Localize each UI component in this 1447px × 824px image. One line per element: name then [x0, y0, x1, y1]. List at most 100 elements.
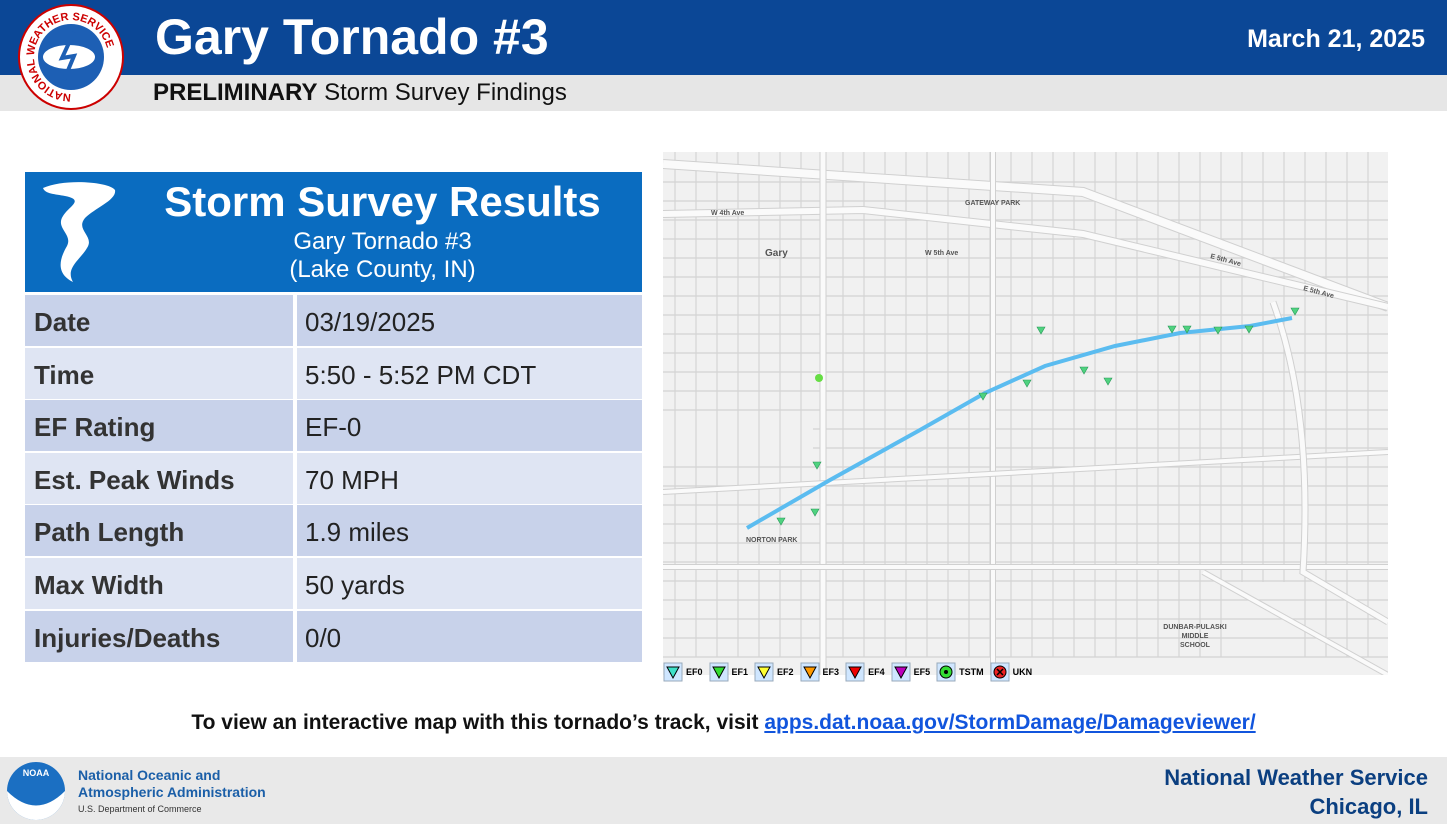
map-label: MIDDLE: [1182, 633, 1209, 640]
map-label: NORTON PARK: [746, 537, 797, 544]
legend-symbol: [891, 662, 911, 682]
date: March 21, 2025: [1247, 25, 1425, 53]
damage-point: [812, 461, 822, 470]
noaa-name: National Oceanic and Atmospheric Administ…: [78, 767, 266, 818]
damage-point: [810, 508, 820, 517]
damage-point: [1022, 379, 1032, 388]
row-label: Date: [25, 295, 293, 346]
tornado-icon: [43, 182, 116, 282]
table-row: Est. Peak Winds 70 MPH: [25, 452, 642, 504]
row-value: EF-0: [297, 400, 642, 452]
header-bar: [0, 0, 1447, 75]
table-row: Max Width 50 yards: [25, 558, 642, 609]
row-label: Path Length: [25, 505, 293, 557]
legend-triangle: [711, 666, 726, 680]
results-title: Storm Survey Results: [164, 178, 601, 225]
legend-label: TSTM: [959, 667, 984, 677]
row-value: 50 yards: [297, 558, 642, 609]
legend-item: TSTM: [936, 662, 984, 682]
noaa-line1: National Oceanic and: [78, 767, 221, 783]
legend-triangle: [893, 666, 908, 680]
damage-point: [1167, 325, 1177, 334]
office-name: National Weather Service: [1164, 765, 1428, 790]
map-label: GATEWAY PARK: [965, 200, 1020, 207]
legend-inner: [944, 670, 949, 674]
legend-triangle: [802, 666, 817, 680]
road: [1270, 301, 1388, 625]
legend-label: EF1: [731, 667, 749, 677]
row-label: EF Rating: [25, 400, 293, 452]
results-header: [25, 172, 642, 292]
results-name: Gary Tornado #3: [293, 228, 472, 255]
subheader-bar: [0, 75, 1447, 111]
noaa-logo: NOAA: [7, 762, 65, 820]
row-label: Time: [25, 347, 293, 399]
map-label: W 4th Ave: [711, 210, 744, 217]
subtitle: PRELIMINARY Storm Survey Findings: [153, 79, 567, 107]
title: Gary Tornado #3: [155, 9, 549, 65]
legend-symbol: [663, 662, 683, 682]
damage-point: [1079, 366, 1089, 375]
damage-point: [1036, 326, 1046, 335]
legend-label: EF4: [868, 667, 885, 677]
row-value: 0/0: [297, 610, 642, 662]
table-row: Path Length 1.9 miles: [25, 505, 642, 557]
subtitle-bold: PRELIMINARY: [153, 79, 318, 106]
subtitle-text: Storm Survey Findings: [324, 79, 567, 106]
link[interactable]: apps.dat.noaa.gov/StormDamage/Damageview…: [764, 711, 1256, 734]
map-label: W 5th Ave: [925, 250, 958, 257]
legend-triangle: [666, 666, 680, 680]
legend-item: EF4: [845, 662, 885, 682]
legend-item: EF1: [709, 662, 749, 682]
legend-label: EF3: [822, 667, 840, 677]
row-value: 70 MPH: [297, 452, 642, 504]
table-row: Injuries/Deaths 0/0: [25, 610, 642, 662]
damage-point: [978, 392, 988, 401]
legend-label: EF0: [686, 667, 703, 677]
visit-text: To view an interactive map with this tor…: [191, 711, 759, 734]
legend-item: EF3: [800, 662, 840, 682]
legend-symbol: [845, 662, 865, 682]
legend-label: UKN: [1012, 667, 1033, 677]
row-label: Est. Peak Winds: [25, 452, 293, 504]
results-titles: Storm Survey Results Gary Tornado #3 (La…: [130, 178, 635, 284]
legend-symbol: [800, 662, 820, 682]
road: [1202, 570, 1388, 675]
results-county: (Lake County, IN): [289, 256, 476, 283]
visit-line: To view an interactive map with this tor…: [0, 711, 1447, 735]
legend-triangle: [848, 666, 862, 680]
row-value: 1.9 miles: [297, 505, 642, 557]
office-city: Chicago, IL: [1309, 794, 1428, 819]
legend-label: EF2: [777, 667, 794, 677]
legend-triangle: [757, 666, 771, 680]
damage-point: [1103, 377, 1113, 386]
legend-label: EF5: [913, 667, 931, 677]
map-label: SCHOOL: [1180, 642, 1211, 649]
noaa-line2: Atmospheric Administration: [78, 784, 266, 800]
damage-point: [1290, 307, 1300, 316]
road: [663, 206, 1388, 310]
table-row: Date 03/19/2025: [25, 295, 642, 346]
table-row: EF Rating EF-0: [25, 400, 642, 452]
legend-item: EF5: [891, 662, 931, 682]
legend-item: EF0: [663, 662, 703, 682]
row-label: Max Width: [25, 558, 293, 609]
footer-bar: [0, 757, 1447, 824]
table-row: Time 5:50 - 5:52 PM CDT: [25, 347, 642, 399]
road: [663, 450, 1388, 494]
map-label: DUNBAR-PULASKI: [1163, 624, 1226, 631]
row-label: Injuries/Deaths: [25, 610, 293, 662]
road: [663, 160, 1388, 311]
row-value: 03/19/2025: [297, 295, 642, 346]
row-value: 5:50 - 5:52 PM CDT: [297, 347, 642, 399]
office: National Weather Service Chicago, IL: [1164, 763, 1428, 821]
damage-point: [776, 517, 786, 526]
legend-symbol: [754, 662, 774, 682]
damage-point: [1244, 325, 1254, 334]
noaa-logo-text: NOAA: [23, 768, 50, 778]
nws-logo: NATIONAL WEATHER SERVICE: [18, 4, 124, 110]
damage-point: [1182, 325, 1192, 334]
legend-symbol: [936, 662, 956, 682]
legend-symbol: [990, 662, 1010, 682]
